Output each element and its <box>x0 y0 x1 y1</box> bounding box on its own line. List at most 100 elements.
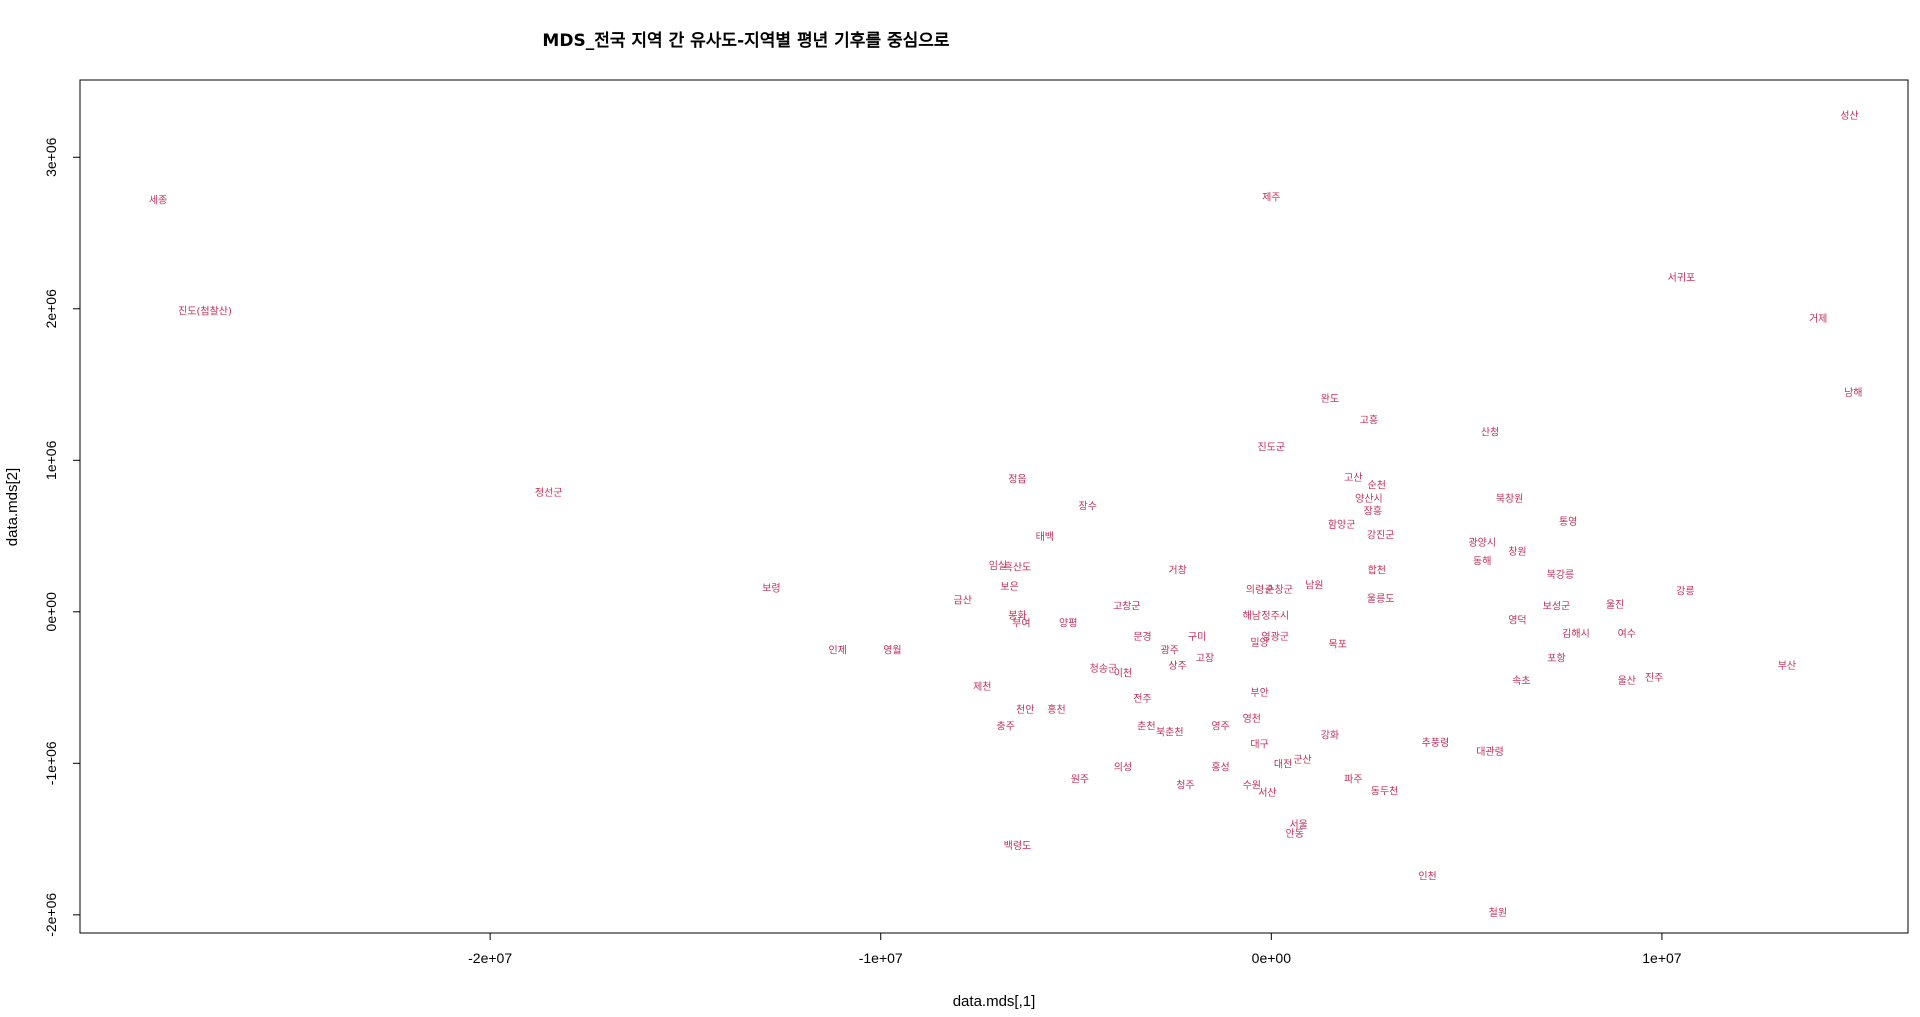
data-point-label: 서산 <box>1258 787 1276 799</box>
data-point-label: 의령군 <box>1246 584 1274 596</box>
data-point-label: 보은 <box>1000 581 1018 593</box>
data-point-label: 부산 <box>1778 660 1796 672</box>
data-point-label: 포항 <box>1547 652 1565 664</box>
chart-title: MDS_전국 지역 간 유사도-지역별 평년 기후를 중심으로 <box>542 30 949 51</box>
y-axis-label: data.mds[2] <box>4 468 21 546</box>
data-point-label: 부여 <box>1012 617 1030 629</box>
data-point-label: 울진 <box>1606 599 1624 611</box>
data-point-label: 태백 <box>1036 531 1054 543</box>
data-point-label: 강진군 <box>1367 530 1395 542</box>
data-point-label: 전주 <box>1133 693 1151 705</box>
data-point-label: 진도(첨찰산) <box>178 305 232 317</box>
plot-frame <box>79 79 1909 934</box>
data-point-label: 고장 <box>1196 652 1214 664</box>
data-point-label: 광주 <box>1161 645 1179 657</box>
data-point-label: 고창군 <box>1113 601 1141 613</box>
x-axis: -2e+07 -1e+07 0e+00 1e+07 <box>468 933 1682 966</box>
data-point-label: 홍천 <box>1047 703 1065 716</box>
data-point-label: 속초 <box>1512 675 1530 687</box>
data-point-label: 장흥 <box>1364 504 1382 517</box>
data-point-label: 흑산도 <box>1004 560 1032 573</box>
data-point-label: 금산 <box>954 595 972 607</box>
data-point-label: 남원 <box>1305 580 1323 592</box>
data-point-label: 영월 <box>883 645 901 657</box>
data-point-label: 보성군 <box>1543 601 1571 613</box>
data-point-label: 철원 <box>1489 907 1507 919</box>
data-point-label: 울릉도 <box>1367 593 1395 605</box>
data-point-label: 정주시 <box>1261 610 1289 622</box>
data-point-label: 서울 <box>1289 819 1307 831</box>
data-point-label: 보령 <box>762 583 780 595</box>
y-tick-label: 3e+06 <box>43 137 59 177</box>
data-point-label: 홍성 <box>1211 760 1229 773</box>
data-point-label: 춘천 <box>1137 720 1155 732</box>
data-point-label: 천안 <box>1016 704 1034 716</box>
data-point-label: 광양시 <box>1468 537 1496 549</box>
x-axis-label: data.mds[,1] <box>953 993 1036 1010</box>
data-point-label: 대전 <box>1274 758 1292 770</box>
y-tick-label: 0e+00 <box>43 592 59 632</box>
y-tick-label: 2e+06 <box>43 289 59 329</box>
data-point-label: 북강릉 <box>1547 569 1575 581</box>
data-point-label: 창원 <box>1508 546 1526 558</box>
data-point-label: 진주 <box>1645 672 1663 684</box>
data-point-label: 제주 <box>1262 192 1280 204</box>
data-point-label: 강화 <box>1321 730 1339 742</box>
data-point-label: 성산 <box>1840 110 1858 122</box>
data-point-label: 인천 <box>1418 870 1436 882</box>
y-tick-label: -1e+06 <box>43 741 59 785</box>
data-point-label: 구미 <box>1188 631 1206 643</box>
data-point-label: 정읍 <box>1008 473 1026 485</box>
data-point-label: 추풍령 <box>1422 737 1450 749</box>
data-point-label: 정선군 <box>535 487 563 499</box>
data-point-label: 이천 <box>1114 667 1132 679</box>
data-point-label: 북춘천 <box>1156 726 1184 738</box>
data-point-label: 양산시 <box>1355 493 1383 505</box>
data-point-label: 청송군 <box>1090 663 1118 675</box>
data-point-label: 문경 <box>1133 630 1151 643</box>
data-point-label: 인제 <box>829 645 847 657</box>
data-point-label: 제천 <box>973 681 991 693</box>
data-point-label: 봉화 <box>1008 610 1026 622</box>
data-point-label: 대구 <box>1250 739 1268 751</box>
data-point-label: 북창원 <box>1496 493 1524 505</box>
data-point-label: 여수 <box>1618 628 1636 640</box>
data-point-label: 백령도 <box>1004 840 1032 852</box>
data-point-label: 상주 <box>1168 660 1186 672</box>
y-tick-label: 1e+06 <box>43 440 59 480</box>
data-point-label: 의성 <box>1114 761 1132 773</box>
data-point-label: 거제 <box>1809 313 1827 325</box>
data-point-label: 울산 <box>1618 675 1636 687</box>
data-point-label: 충주 <box>997 720 1015 732</box>
data-point-label: 함양군 <box>1328 519 1356 531</box>
x-tick-label: 0e+00 <box>1252 950 1292 966</box>
data-point-label: 청주 <box>1176 780 1194 792</box>
data-point-label: 완도 <box>1321 393 1339 405</box>
data-point-label: 통영 <box>1559 516 1577 528</box>
data-point-label: 산청 <box>1481 427 1499 439</box>
data-point-label: 합천 <box>1368 564 1386 576</box>
data-point-label: 서귀포 <box>1668 272 1696 284</box>
data-point-label: 파주 <box>1344 773 1362 785</box>
data-point-label: 임실 <box>989 559 1007 572</box>
data-point-label: 대관령 <box>1476 746 1504 758</box>
data-point-label: 진도군 <box>1258 442 1286 454</box>
data-point-label: 군산 <box>1293 754 1311 766</box>
y-tick-label: -2e+06 <box>43 893 59 937</box>
data-point-label: 밀양 <box>1250 637 1268 649</box>
x-tick-label: -1e+07 <box>859 950 903 966</box>
data-point-label: 순천 <box>1368 480 1386 492</box>
data-point-label: 세종 <box>149 195 167 207</box>
x-tick-label: -2e+07 <box>468 950 512 966</box>
data-point-label: 고산 <box>1344 472 1362 484</box>
data-point-label: 안동 <box>1286 828 1304 840</box>
data-point-label: 동해 <box>1473 554 1491 567</box>
y-axis: -2e+06 -1e+06 0e+00 1e+06 2e+06 3e+06 <box>43 137 80 937</box>
data-point-label: 영천 <box>1243 713 1261 725</box>
data-point-label: 영광군 <box>1261 631 1289 643</box>
data-point-label: 영덕 <box>1508 614 1526 626</box>
data-point-label: 부안 <box>1250 687 1268 699</box>
data-point-label: 해남 <box>1243 609 1261 622</box>
